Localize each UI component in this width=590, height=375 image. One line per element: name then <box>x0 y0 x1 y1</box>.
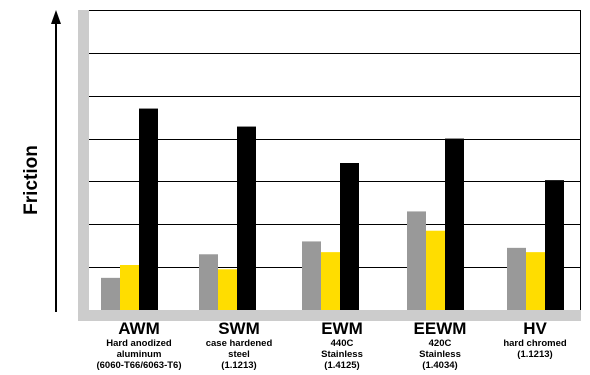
tick-detail: 440C <box>330 338 354 349</box>
tick-label: EWM <box>321 319 363 338</box>
y-axis-arrowhead <box>51 10 61 24</box>
bar-hv-2 <box>526 252 545 310</box>
tick-label: SWM <box>218 319 260 338</box>
bar-swm-1 <box>199 254 218 310</box>
bar-ewm-2 <box>321 252 340 310</box>
y-axis-label: Friction <box>21 145 42 215</box>
tick-detail: (1.4034) <box>422 360 458 371</box>
tick-label: EEWM <box>413 319 467 338</box>
tick-detail: Stainless <box>321 349 363 360</box>
bars <box>101 108 564 310</box>
tick-label: AWM <box>118 319 160 338</box>
tick-detail: Hard anodized <box>106 338 172 349</box>
tick-detail: (1.4125) <box>324 360 360 371</box>
category-label-ewm: EWM 440C Stainless (1.4125) <box>286 320 398 371</box>
tick-detail: hard chromed <box>503 338 567 349</box>
tick-detail: (1.1213) <box>221 360 257 371</box>
bar-ewm-1 <box>302 241 321 310</box>
bar-eewm-2 <box>426 230 445 310</box>
bottom-axis-band <box>78 310 581 321</box>
bar-hv-3 <box>545 180 564 310</box>
bar-ewm-3 <box>340 163 359 310</box>
tick-detail: case hardened <box>205 338 273 349</box>
bar-awm-2 <box>120 265 139 310</box>
gridlines <box>89 10 580 268</box>
tick-detail: (1.1213) <box>517 349 553 360</box>
bar-swm-3 <box>237 126 256 310</box>
tick-label: HV <box>523 319 547 338</box>
bar-awm-1 <box>101 277 120 310</box>
bar-swm-2 <box>218 269 237 310</box>
category-label-swm: SWM case hardened steel (1.1213) <box>183 320 295 371</box>
bar-hv-1 <box>507 247 526 310</box>
left-axis-band <box>78 10 89 321</box>
y-axis-label-box: Friction <box>2 145 62 215</box>
tick-detail: (6060-T66/6063-T6) <box>96 360 182 371</box>
bar-eewm-3 <box>445 138 464 310</box>
category-label-awm: AWM Hard anodized aluminum (6060-T66/606… <box>83 320 195 371</box>
tick-detail: Stainless <box>419 349 461 360</box>
category-label-eewm: EEWM 420C Stainless (1.4034) <box>384 320 496 371</box>
category-label-hv: HV hard chromed (1.1213) <box>479 320 590 360</box>
tick-detail: aluminum <box>116 349 162 360</box>
bar-awm-3 <box>139 108 158 310</box>
bar-eewm-1 <box>407 211 426 310</box>
tick-detail: steel <box>228 349 250 360</box>
tick-detail: 420C <box>428 338 452 349</box>
